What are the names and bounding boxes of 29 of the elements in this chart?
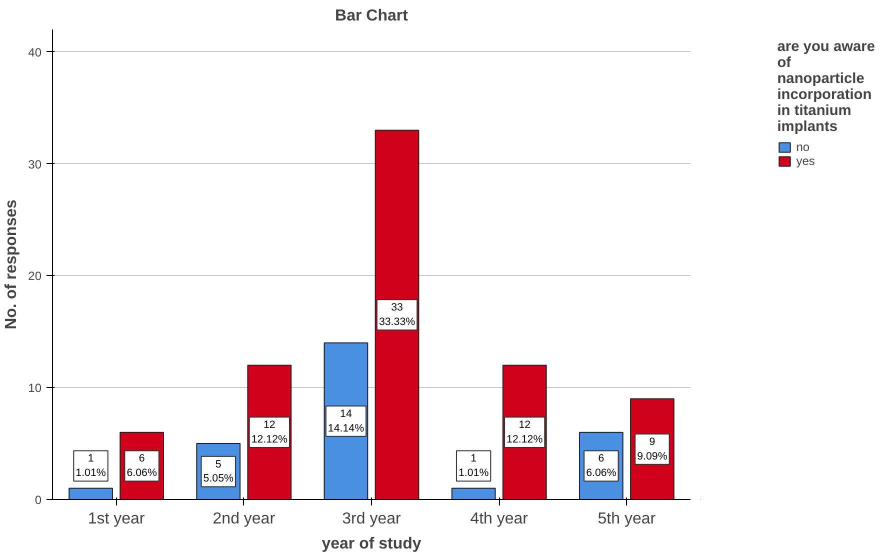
x-axis-title: year of study bbox=[322, 536, 422, 552]
bar bbox=[374, 130, 420, 500]
legend-title: are you aware of nanoparticle incorporation in titanium implants bbox=[777, 39, 875, 135]
bar bbox=[451, 488, 496, 500]
x-tick-label: 2nd year bbox=[212, 510, 276, 528]
y-tick-label: 30 bbox=[28, 157, 42, 172]
data-label: 5 5.05% bbox=[203, 458, 234, 485]
y-axis-title: No. of responses bbox=[3, 199, 20, 330]
data-label: 9 9.09% bbox=[637, 436, 668, 462]
chart-title: Bar Chart bbox=[335, 8, 409, 24]
legend-label: yes bbox=[796, 154, 816, 168]
x-tick-label: 1st year bbox=[88, 510, 146, 528]
data-label: 12 12.12% bbox=[506, 419, 544, 446]
x-tick-label: 4th year bbox=[470, 510, 529, 528]
y-tick-label: 40 bbox=[28, 45, 42, 60]
data-label: 1 1.01% bbox=[458, 452, 490, 480]
data-label: 14 14.14% bbox=[328, 408, 365, 434]
y-tick-label: 0 bbox=[34, 493, 42, 507]
data-label: 1 1.01% bbox=[76, 452, 106, 480]
data-label: 33 33.33% bbox=[378, 302, 416, 328]
x-tick-label: 3rd year bbox=[342, 510, 402, 528]
bar bbox=[68, 488, 113, 500]
x-tick-label: 5th year bbox=[598, 510, 656, 528]
data-label: 12 12.12% bbox=[251, 419, 288, 446]
data-label: 6 6.06% bbox=[586, 452, 617, 480]
data-label: 6 6.06% bbox=[126, 452, 158, 480]
y-tick-label: 20 bbox=[28, 269, 42, 284]
y-tick-label: 10 bbox=[28, 381, 42, 396]
legend-label: no bbox=[796, 140, 811, 154]
